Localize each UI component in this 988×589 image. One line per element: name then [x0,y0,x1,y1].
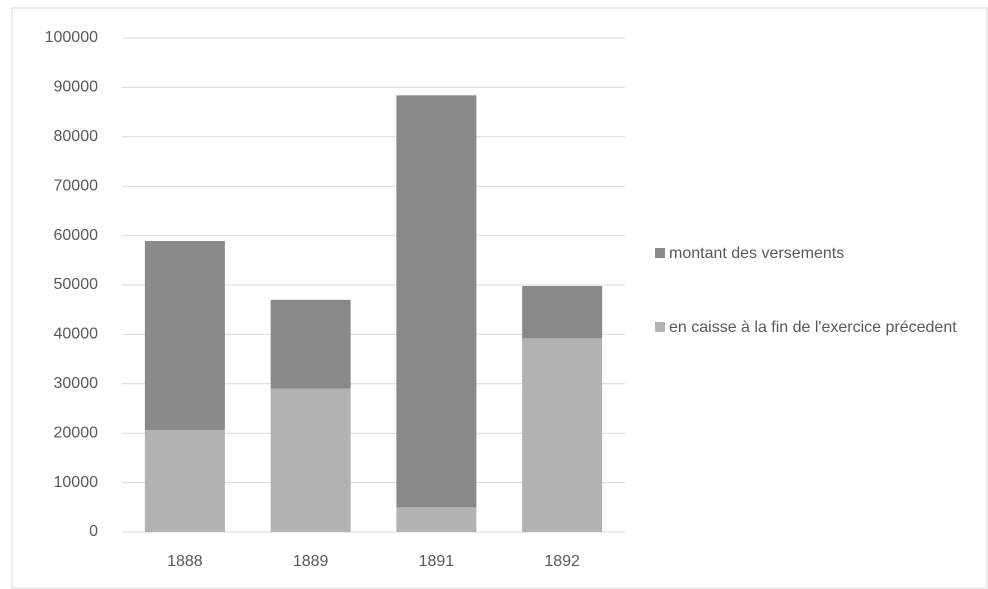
bar-segment [396,507,477,532]
y-tick-label: 30000 [54,375,99,392]
chart-border [11,7,988,589]
x-tick-label: 1888 [167,553,203,570]
bar-segment [144,430,225,532]
x-tick-label: 1892 [544,553,580,570]
y-tick-label: 60000 [54,227,99,244]
bar-segment [144,241,225,431]
legend-swatch [655,322,665,332]
y-tick-label: 50000 [54,276,99,293]
y-tick-label: 20000 [54,424,99,441]
legend-item: en caisse à la fin de l'exercice précede… [655,316,975,340]
bar-segment [270,388,351,532]
legend-item: montant des versements [655,242,975,266]
y-tick-label: 90000 [54,79,99,96]
bar-segment [270,299,351,389]
legend-label: montant des versements [669,245,845,262]
bar-segment [396,95,477,508]
x-tick-label: 1891 [419,553,455,570]
y-tick-label: 0 [89,523,98,540]
y-tick-label: 70000 [54,177,99,194]
legend-label: en caisse à la fin de l'exercice précede… [669,319,957,336]
x-tick-label: 1889 [293,553,329,570]
bar-segment [522,285,603,339]
bar-segment [522,338,603,532]
y-tick-label: 40000 [54,326,99,343]
y-tick-label: 10000 [54,474,99,491]
legend-swatch [655,248,665,258]
y-tick-label: 100000 [45,29,98,46]
y-tick-label: 80000 [54,128,99,145]
